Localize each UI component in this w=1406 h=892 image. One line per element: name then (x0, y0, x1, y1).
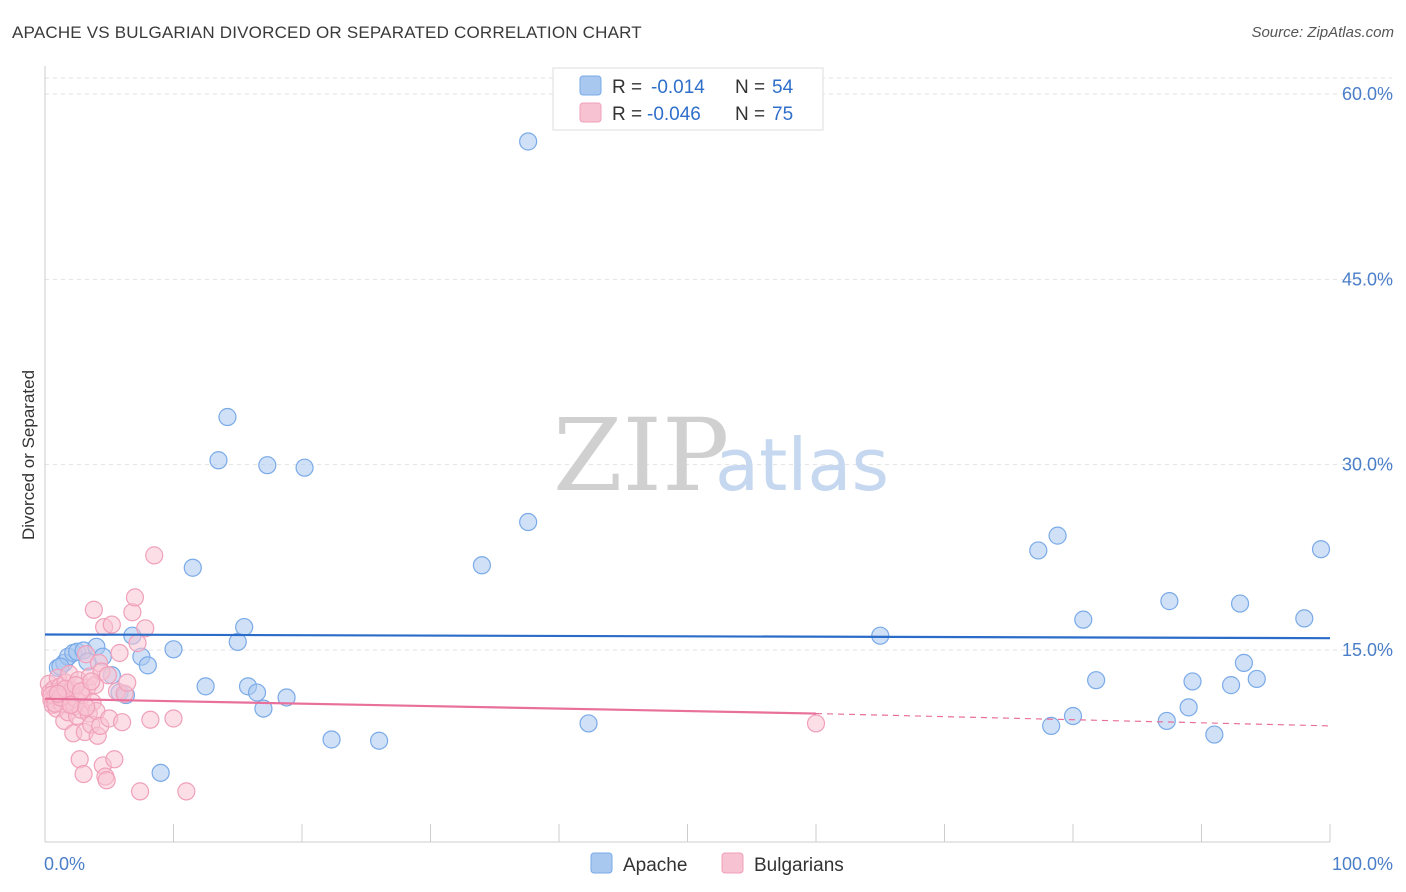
apache-point-38 (1048, 526, 1067, 545)
apache-point-41 (1087, 671, 1106, 690)
y-tick-labels: 15.0% 30.0% 45.0% 60.0% (1342, 84, 1393, 660)
legend-swatch-apache (579, 75, 602, 96)
bulgarians-point-63 (177, 782, 196, 801)
apache-point-39 (1063, 706, 1083, 726)
legend-swatch-bulgarians (579, 102, 602, 123)
apache-point-50 (1247, 669, 1266, 689)
x-tick-labels: 0.0% 100.0% (44, 854, 1393, 874)
apache-point-19 (209, 451, 228, 470)
apache-point-48 (1230, 594, 1250, 613)
series-legend-bulgarians: Bulgarians (754, 855, 844, 876)
apache-point-28 (295, 458, 314, 477)
bulgarians-point-46 (98, 666, 118, 685)
bulgarians-point-60 (145, 546, 164, 565)
bulgarians-point-55 (123, 603, 142, 622)
legend-r-bulgarians: -0.046 (647, 104, 701, 125)
apache-point-15 (151, 763, 170, 782)
bulgarians-trend-line-dashed (815, 712, 1331, 727)
legend-r-apache: -0.014 (651, 77, 705, 98)
bulgarians-point-72 (77, 698, 96, 717)
bulgarians-point-59 (136, 619, 155, 638)
bulgarians-point-35 (84, 600, 103, 619)
apache-point-25 (254, 699, 273, 718)
apache-point-45 (1183, 672, 1202, 691)
legend-n-label-bulgarians: N = (735, 104, 765, 125)
legend-r-label-apache: R = (612, 77, 642, 98)
bulgarians-point-56 (125, 588, 145, 607)
bulgarians-point-24 (70, 750, 89, 769)
series-legend-swatch-bulgarians (721, 852, 744, 874)
series-legend: Apache Bulgarians (590, 852, 844, 876)
apache-point-47 (1221, 676, 1241, 695)
apache-point-30 (370, 731, 389, 750)
y-tick-label-2: 45.0% (1342, 269, 1393, 289)
apache-point-42 (1157, 711, 1176, 731)
y-tick-label-0: 15.0% (1342, 640, 1393, 660)
apache-point-31 (472, 556, 491, 575)
chart-title: APACHE VS BULGARIAN DIVORCED OR SEPARATE… (12, 23, 642, 42)
apache-point-35 (871, 626, 890, 645)
apache-point-34 (579, 714, 598, 733)
watermark-atlas: atlas (715, 423, 889, 507)
apache-point-16 (164, 640, 183, 659)
trend-lines (44, 633, 1331, 727)
apache-point-33 (519, 512, 538, 532)
apache-point-26 (258, 456, 277, 475)
bulgarians-point-29 (77, 645, 96, 664)
watermark: ZIP atlas (553, 397, 889, 514)
bulgarians-point-62 (164, 709, 183, 728)
apache-point-22 (235, 617, 254, 637)
y-tick-label-3: 60.0% (1342, 84, 1393, 104)
data-points (39, 132, 1331, 801)
gridlines (45, 77, 1392, 651)
bulgarians-point-73 (82, 672, 101, 691)
apache-trend-line (44, 633, 1331, 640)
apache-point-49 (1234, 653, 1254, 672)
y-axis-label: Divorced or Separated (19, 370, 38, 540)
apache-point-18 (196, 677, 215, 696)
bulgarians-point-51 (110, 643, 129, 663)
bulgarians-point-45 (97, 771, 116, 790)
watermark-zip: ZIP (553, 397, 729, 514)
legend-n-bulgarians: 75 (772, 104, 793, 125)
series-legend-swatch-apache (590, 852, 613, 874)
apache-point-27 (277, 688, 296, 707)
bulgarians-point-48 (102, 615, 121, 634)
bulgarians-trend-line (44, 697, 817, 715)
bulgarians-point-52 (112, 713, 132, 732)
y-tick-label-1: 30.0% (1342, 455, 1393, 475)
apache-point-37 (1042, 716, 1061, 735)
apache-point-17 (183, 558, 202, 577)
apache-point-29 (322, 730, 341, 749)
apache-point-14 (138, 656, 157, 675)
legend-n-apache: 54 (772, 77, 794, 98)
x-tick-label-1: 100.0% (1332, 854, 1393, 874)
apache-point-46 (1205, 725, 1224, 744)
legend: R = -0.014 N = 54 R = -0.046 N = 75 (552, 67, 824, 131)
bulgarians-point-27 (74, 764, 93, 784)
bulgarians-point-64 (806, 714, 826, 733)
apache-point-20 (218, 407, 237, 427)
bulgarians-point-49 (105, 750, 124, 769)
x-tick-label-0: 0.0% (44, 854, 85, 874)
apache-point-51 (1295, 609, 1314, 628)
apache-point-36 (1029, 541, 1048, 560)
apache-point-24 (247, 683, 267, 702)
apache-point-44 (1179, 698, 1198, 717)
source-label: Source: ZipAtlas.com (1251, 24, 1394, 41)
legend-n-label-apache: N = (735, 77, 765, 98)
series-legend-apache: Apache (623, 855, 687, 876)
apache-point-40 (1074, 610, 1093, 629)
apache-point-32 (519, 132, 538, 151)
bulgarians-point-61 (141, 710, 160, 729)
apache-point-52 (1311, 540, 1331, 559)
bulgarians-point-58 (130, 782, 150, 801)
legend-r-label-bulgarians: R = (612, 104, 642, 125)
bulgarians-point-54 (118, 673, 137, 692)
apache-point-43 (1160, 592, 1179, 611)
axes (44, 66, 1331, 843)
